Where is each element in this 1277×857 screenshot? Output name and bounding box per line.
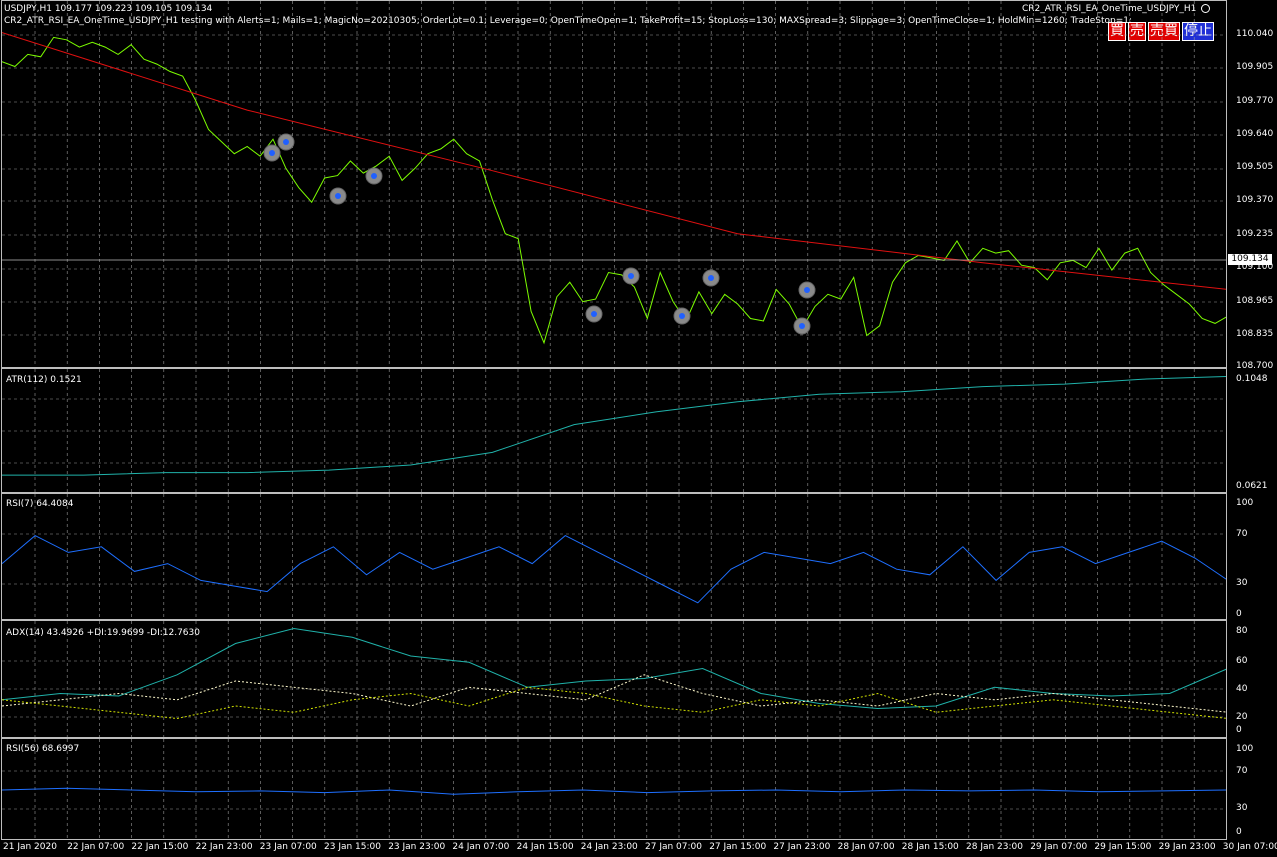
rsi56-chart-svg [2, 739, 1226, 839]
price-tick: 108.965 [1236, 296, 1274, 306]
moving-average-line [2, 32, 1226, 290]
rsi56-panel[interactable]: RSI(56) 68.6997 [1, 738, 1227, 840]
price-chart-svg [2, 1, 1226, 367]
trade-marker-dot [283, 139, 289, 145]
time-axis-label: 29 Jan 07:00 [1030, 842, 1088, 852]
trade-marker-dot [708, 275, 714, 281]
time-axis-label: 27 Jan 23:00 [773, 842, 831, 852]
current-price-tag: 109.134 [1228, 254, 1272, 265]
time-axis-label: 24 Jan 15:00 [516, 842, 574, 852]
time-axis-label: 22 Jan 15:00 [131, 842, 189, 852]
trade-marker-dot [269, 150, 275, 156]
rsi7-tick: 70 [1236, 529, 1248, 539]
atr-line [2, 376, 1226, 476]
time-axis-label: 23 Jan 15:00 [324, 842, 381, 852]
price-tick: 109.640 [1236, 129, 1274, 139]
price-tick: 109.100 [1236, 262, 1274, 272]
price-line [2, 36, 1226, 345]
trade-marker-dot [591, 311, 597, 317]
trade-marker-dot [804, 287, 810, 293]
time-axis-label: 29 Jan 15:00 [1094, 842, 1152, 852]
ea-name-text: CR2_ATR_RSI_EA_OneTime_USDJPY_H1 [1022, 4, 1197, 14]
trade-marker-dot [335, 193, 341, 199]
rsi56-tick: 30 [1236, 803, 1248, 813]
price-tick: 109.505 [1236, 162, 1274, 172]
ea-params-label: CR2_ATR_RSI_EA_OneTime_USDJPY_H1 testing… [4, 16, 1133, 26]
adx-line [2, 627, 1226, 710]
rsi56-line [2, 787, 1226, 795]
adx-tick: 0 [1236, 725, 1242, 735]
trade-marker-dot [628, 273, 634, 279]
atr-tick: 0.1048 [1236, 374, 1268, 384]
rsi7-tick: 100 [1236, 498, 1254, 508]
rsi7-tick: 0 [1236, 609, 1242, 619]
rsi7-panel[interactable]: RSI(7) 64.4084 [1, 493, 1227, 620]
price-tick: 109.235 [1236, 229, 1274, 239]
time-axis-label: 22 Jan 07:00 [67, 842, 125, 852]
atr-panel[interactable]: ATR(112) 0.1521 [1, 368, 1227, 493]
price-tick: 109.905 [1236, 62, 1274, 72]
atr-chart-svg [2, 369, 1226, 492]
time-axis-label: 27 Jan 15:00 [709, 842, 767, 852]
sell-button[interactable]: 売 [1128, 22, 1146, 41]
time-axis-label: 30 Jan 07:00 [1222, 842, 1277, 852]
symbol-ohlc-label: USDJPY,H1 109.177 109.223 109.105 109.13… [4, 4, 213, 14]
price-tick: 108.700 [1236, 361, 1274, 371]
minus-di-line [2, 686, 1226, 720]
atr-tick: 0.0621 [1236, 481, 1268, 491]
time-axis-label: 28 Jan 07:00 [837, 842, 895, 852]
time-axis-label: 21 Jan 2020 [3, 842, 57, 852]
adx-panel[interactable]: ADX(14) 43.4926 +DI:19.9699 -DI:12.7630 [1, 620, 1227, 738]
adx-label: ADX(14) 43.4926 +DI:19.9699 -DI:12.7630 [6, 628, 200, 638]
rsi56-tick: 70 [1236, 766, 1248, 776]
ea-name-label: CR2_ATR_RSI_EA_OneTime_USDJPY_H1 [1022, 4, 1211, 15]
trade-marker-dot [799, 323, 805, 329]
smiley-icon [1201, 4, 1211, 13]
rsi7-label: RSI(7) 64.4084 [6, 499, 74, 509]
rsi56-tick: 0 [1236, 827, 1242, 837]
rsi56-tick: 100 [1236, 744, 1254, 754]
time-axis-label: 22 Jan 23:00 [195, 842, 253, 852]
time-axis-label: 28 Jan 15:00 [901, 842, 959, 852]
price-tick: 109.370 [1236, 195, 1274, 205]
time-axis-label: 24 Jan 07:00 [452, 842, 510, 852]
buy-sell-button[interactable]: 売買 [1148, 22, 1180, 41]
price-tick: 108.835 [1236, 329, 1274, 339]
trade-button-group: 買 売 売買 停止 [1108, 22, 1214, 41]
plus-di-line [2, 674, 1226, 713]
rsi56-label: RSI(56) 68.6997 [6, 744, 80, 754]
trade-marker-dot [679, 313, 685, 319]
time-axis-label: 23 Jan 23:00 [388, 842, 446, 852]
rsi7-chart-svg [2, 494, 1226, 619]
adx-tick: 60 [1236, 656, 1248, 666]
atr-label: ATR(112) 0.1521 [6, 375, 82, 385]
adx-tick: 40 [1236, 684, 1248, 694]
time-axis-label: 23 Jan 07:00 [259, 842, 317, 852]
time-axis-label: 28 Jan 23:00 [966, 842, 1023, 852]
time-axis-label: 27 Jan 07:00 [645, 842, 702, 852]
adx-tick: 80 [1236, 626, 1248, 636]
rsi7-tick: 30 [1236, 578, 1248, 588]
time-axis-label: 29 Jan 23:00 [1158, 842, 1216, 852]
rsi7-line [2, 535, 1226, 604]
price-tick: 110.040 [1236, 29, 1274, 39]
price-chart-panel[interactable] [1, 0, 1227, 368]
time-axis-label: 24 Jan 23:00 [580, 842, 638, 852]
adx-tick: 20 [1236, 712, 1248, 722]
price-tick: 109.770 [1236, 96, 1274, 106]
trade-marker-dot [371, 173, 377, 179]
adx-chart-svg [2, 621, 1226, 737]
